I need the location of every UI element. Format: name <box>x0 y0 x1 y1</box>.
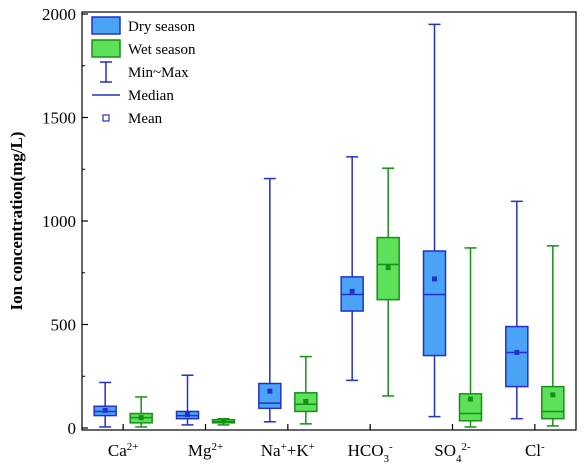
category-label: Cl- <box>525 441 545 460</box>
mean-marker <box>432 276 437 282</box>
mean-marker <box>102 407 108 413</box>
category-label: Ca2+ <box>108 441 139 460</box>
legend-swatch-dry <box>91 16 121 35</box>
mean-marker <box>303 399 309 405</box>
mean-marker <box>267 388 273 394</box>
y-tick-label: 0 <box>68 419 77 438</box>
mean-marker <box>349 288 355 294</box>
iqr-box <box>258 382 282 410</box>
legend: Dry season Wet season Min~Max Median Mean <box>91 16 196 127</box>
iqr-box <box>422 250 447 357</box>
legend-swatch-wet <box>91 39 121 58</box>
box-dry-0 <box>93 381 117 428</box>
legend-label: Min~Max <box>128 65 189 81</box>
y-tick-label: 1000 <box>42 212 76 231</box>
category-label: Na++K+ <box>261 441 315 460</box>
box-wet-2 <box>294 355 318 425</box>
box-dry-5 <box>505 200 529 420</box>
legend-label: Median <box>128 88 174 104</box>
mean-marker <box>185 412 190 418</box>
box-wet-3 <box>376 167 400 397</box>
box-dry-4 <box>422 23 447 418</box>
category-label: HCO3- <box>348 441 393 465</box>
box-wet-1 <box>211 417 236 426</box>
mean-marker <box>550 392 556 398</box>
legend-label: Mean <box>128 111 163 127</box>
box-wet-0 <box>129 396 153 428</box>
mean-marker <box>221 418 226 424</box>
legend-symbol-mean <box>102 114 110 122</box>
mean-marker <box>514 349 520 355</box>
box-wet-5 <box>541 245 565 427</box>
legend-label: Dry season <box>128 19 196 35</box>
mean-marker <box>385 265 391 271</box>
y-axis: 0 500 1000 1500 2000 <box>42 5 88 438</box>
legend-label: Wet season <box>128 42 196 58</box>
legend-symbol-minmax <box>100 61 112 83</box>
category-label: SO42- <box>434 441 471 465</box>
box-series <box>93 23 565 428</box>
iqr-box <box>541 385 565 420</box>
box-dry-3 <box>340 156 364 382</box>
mean-marker <box>138 415 144 421</box>
box-dry-1 <box>175 374 200 426</box>
x-axis: Ca2+ Mg2+ Na++K+ HCO3- SO42- Cl- <box>108 424 545 465</box>
box-dry-2 <box>258 177 282 423</box>
y-tick-label: 500 <box>51 316 77 335</box>
iqr-box <box>505 325 529 388</box>
category-label: Mg2+ <box>188 441 223 460</box>
y-tick-label: 2000 <box>42 5 76 24</box>
y-tick-label: 1500 <box>42 109 76 128</box>
box-wet-4 <box>458 247 483 428</box>
y-axis-label: Ion concentration(mg/L) <box>7 132 26 311</box>
mean-marker <box>468 396 473 402</box>
